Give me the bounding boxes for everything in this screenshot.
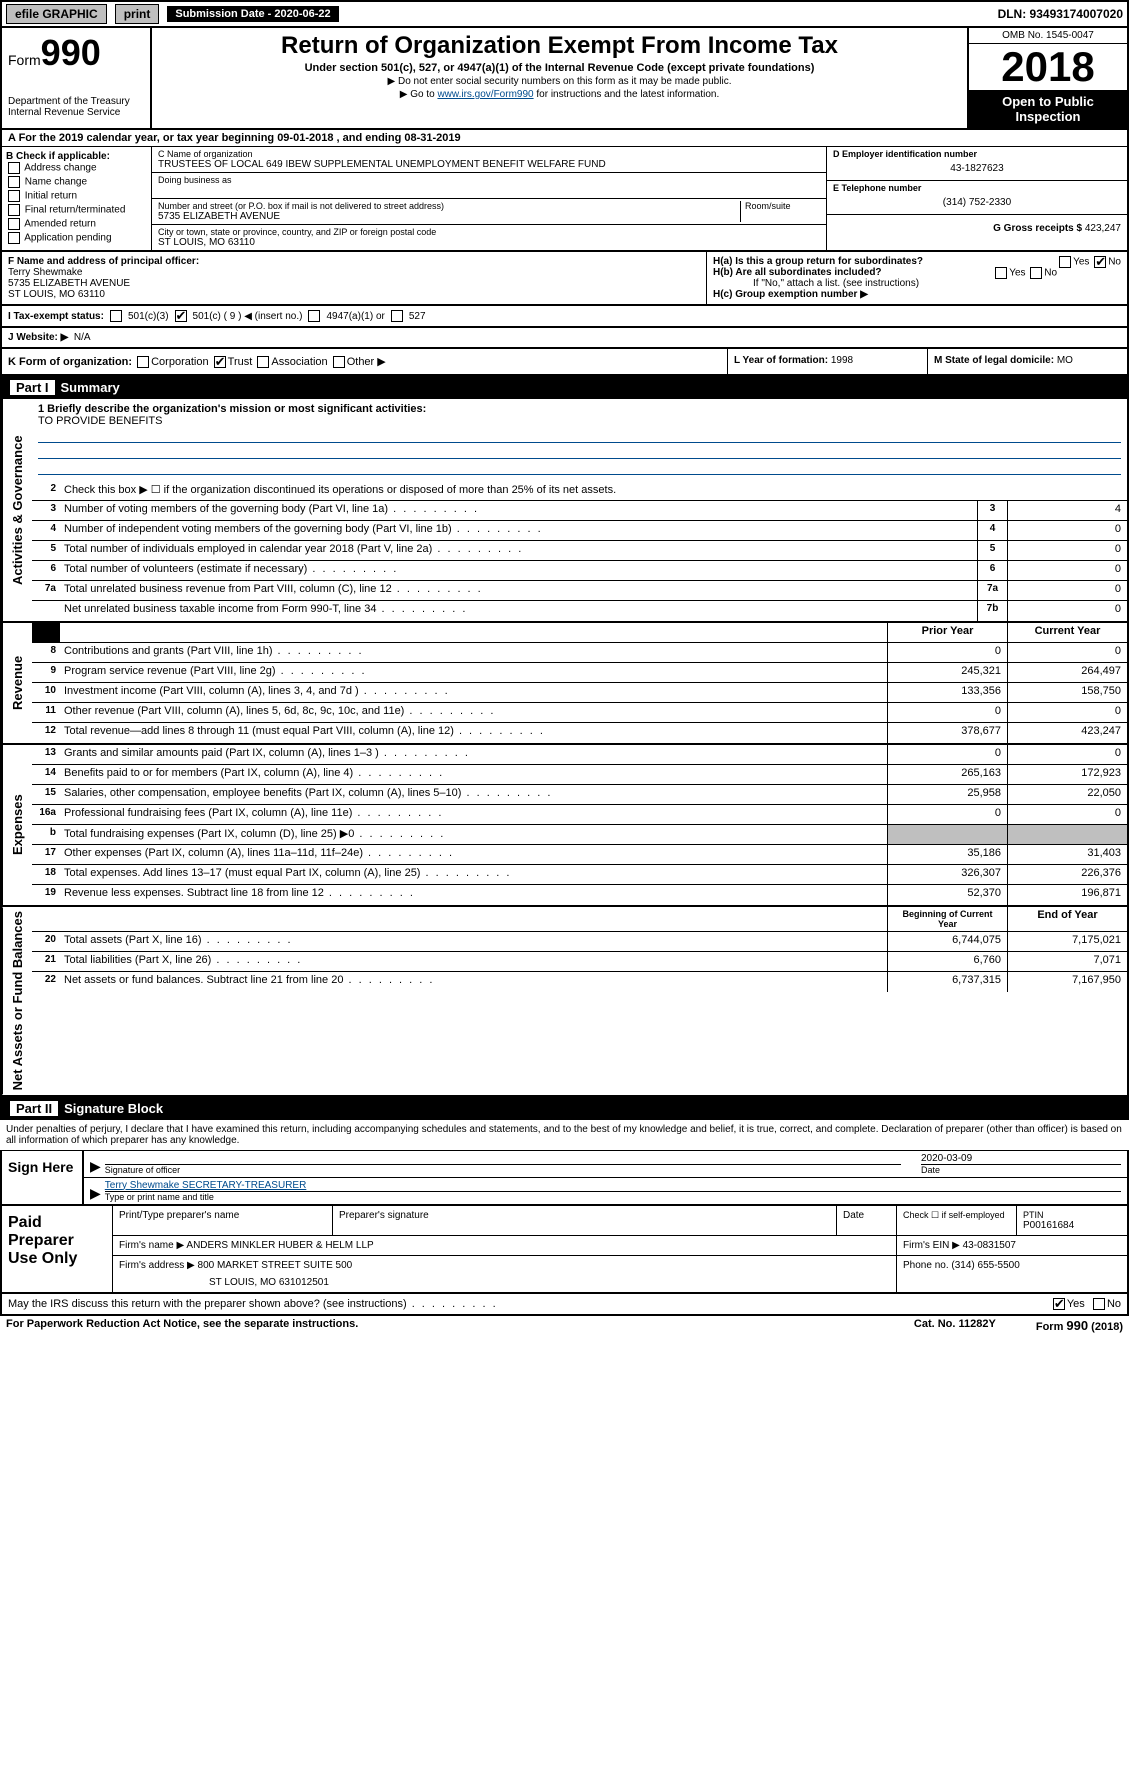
part2-header: Part IISignature Block	[0, 1097, 1129, 1120]
table-row: 15Salaries, other compensation, employee…	[32, 785, 1127, 805]
officer-name[interactable]: Terry Shewmake SECRETARY-TREASURER	[105, 1180, 307, 1191]
table-row: 13Grants and similar amounts paid (Part …	[32, 745, 1127, 765]
table-row: 21Total liabilities (Part X, line 26)6,7…	[32, 952, 1127, 972]
table-row: 17Other expenses (Part IX, column (A), l…	[32, 845, 1127, 865]
submission-date: Submission Date - 2020-06-22	[167, 6, 338, 22]
print-button[interactable]: print	[115, 4, 160, 24]
form-header: Form990 Department of the Treasury Inter…	[0, 28, 1129, 130]
table-row: 11Other revenue (Part VIII, column (A), …	[32, 703, 1127, 723]
table-row: 16aProfessional fundraising fees (Part I…	[32, 805, 1127, 825]
table-row: 12Total revenue—add lines 8 through 11 (…	[32, 723, 1127, 743]
section-revenue: Revenue b Prior Year Current Year 8Contr…	[0, 623, 1129, 745]
table-row: 20Total assets (Part X, line 16)6,744,07…	[32, 932, 1127, 952]
period-row: A For the 2019 calendar year, or tax yea…	[0, 130, 1129, 146]
side-governance: Activities & Governance	[2, 399, 32, 621]
firm-name: ANDERS MINKLER HUBER & HELM LLP	[186, 1240, 373, 1251]
phone: (314) 752-2330	[833, 193, 1121, 212]
tax-year: 2018	[969, 44, 1127, 90]
paid-preparer: Paid Preparer Use Only Print/Type prepar…	[0, 1206, 1129, 1294]
table-row: 9Program service revenue (Part VIII, lin…	[32, 663, 1127, 683]
signature-block: Sign Here ▶ Signature of officer 2020-03…	[0, 1150, 1129, 1206]
side-revenue: Revenue	[2, 623, 32, 743]
side-net: Net Assets or Fund Balances	[2, 907, 32, 1094]
box-c: C Name of organization TRUSTEES OF LOCAL…	[152, 147, 827, 250]
table-row: 8Contributions and grants (Part VIII, li…	[32, 643, 1127, 663]
note-goto: ▶ Go to www.irs.gov/Form990 for instruct…	[158, 89, 961, 100]
perjury-statement: Under penalties of perjury, I declare th…	[0, 1120, 1129, 1150]
org-address: 5735 ELIZABETH AVENUE	[158, 211, 740, 222]
table-row: 7aTotal unrelated business revenue from …	[32, 581, 1127, 601]
discuss-row: May the IRS discuss this return with the…	[0, 1294, 1129, 1316]
section-governance: Activities & Governance 1 Briefly descri…	[0, 399, 1129, 623]
box-deg: D Employer identification number 43-1827…	[827, 147, 1127, 250]
top-bar: efile GRAPHIC print Submission Date - 20…	[0, 0, 1129, 28]
dept-treasury: Department of the Treasury Internal Reve…	[8, 96, 144, 118]
box-h: H(a) Is this a group return for subordin…	[707, 252, 1127, 304]
paid-preparer-label: Paid Preparer Use Only	[2, 1206, 112, 1292]
dln: DLN: 93493174007020	[998, 7, 1123, 21]
box-i: I Tax-exempt status: 501(c)(3) 501(c) ( …	[0, 306, 1129, 328]
omb-number: OMB No. 1545-0047	[969, 28, 1127, 44]
section-expenses: Expenses 13Grants and similar amounts pa…	[0, 745, 1129, 907]
section-fh: F Name and address of principal officer:…	[0, 252, 1129, 306]
table-row: 10Investment income (Part VIII, column (…	[32, 683, 1127, 703]
box-b: B Check if applicable: Address change Na…	[2, 147, 152, 250]
note-ssn: ▶ Do not enter social security numbers o…	[158, 76, 961, 87]
form-number: Form990	[8, 32, 144, 74]
table-row: bTotal fundraising expenses (Part IX, co…	[32, 825, 1127, 845]
table-row: 22Net assets or fund balances. Subtract …	[32, 972, 1127, 992]
table-row: 5Total number of individuals employed in…	[32, 541, 1127, 561]
form-subtitle: Under section 501(c), 527, or 4947(a)(1)…	[158, 62, 961, 74]
ein: 43-1827623	[833, 159, 1121, 178]
table-row: 19Revenue less expenses. Subtract line 1…	[32, 885, 1127, 905]
table-row: Net unrelated business taxable income fr…	[32, 601, 1127, 621]
open-public: Open to Public Inspection	[969, 90, 1127, 128]
box-f: F Name and address of principal officer:…	[2, 252, 707, 304]
table-row: 3Number of voting members of the governi…	[32, 501, 1127, 521]
section-net-assets: Net Assets or Fund Balances Beginning of…	[0, 907, 1129, 1096]
gross-receipts: 423,247	[1085, 223, 1121, 234]
footer-row: For Paperwork Reduction Act Notice, see …	[0, 1316, 1129, 1335]
table-row: 6Total number of volunteers (estimate if…	[32, 561, 1127, 581]
efile-button[interactable]: efile GRAPHIC	[6, 4, 107, 24]
side-expenses: Expenses	[2, 745, 32, 905]
form-title: Return of Organization Exempt From Incom…	[158, 32, 961, 60]
box-j: J Website: ▶ N/A	[0, 328, 1129, 349]
section-bcde: B Check if applicable: Address change Na…	[0, 146, 1129, 252]
sign-here-label: Sign Here	[2, 1150, 82, 1204]
org-name: TRUSTEES OF LOCAL 649 IBEW SUPPLEMENTAL …	[158, 159, 820, 170]
table-row: 14Benefits paid to or for members (Part …	[32, 765, 1127, 785]
org-city: ST LOUIS, MO 63110	[158, 237, 820, 248]
box-klm: K Form of organization: Corporation Trus…	[0, 349, 1129, 376]
table-row: 4Number of independent voting members of…	[32, 521, 1127, 541]
irs-link[interactable]: www.irs.gov/Form990	[437, 89, 533, 100]
part1-header: Part ISummary	[0, 376, 1129, 399]
table-row: 18Total expenses. Add lines 13–17 (must …	[32, 865, 1127, 885]
mission-text: TO PROVIDE BENEFITS	[38, 415, 1121, 427]
